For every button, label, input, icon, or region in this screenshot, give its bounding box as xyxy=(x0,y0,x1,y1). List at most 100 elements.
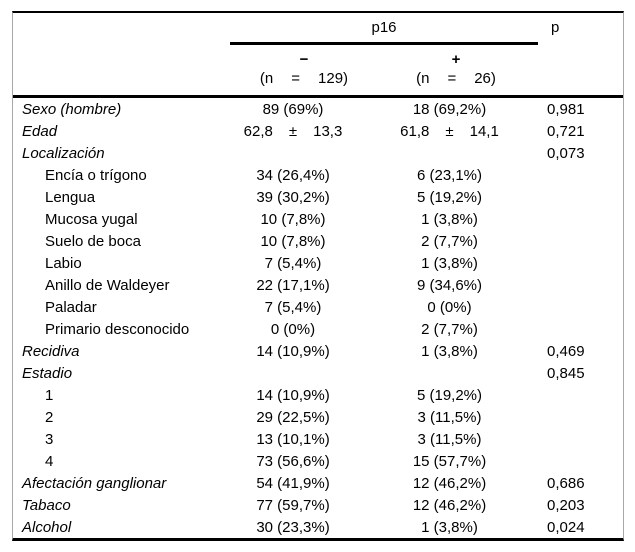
table-row: Labio 7 (5,4%) 1 (3,8%) xyxy=(13,252,623,274)
cell-p16-negative: 54 (41,9%) xyxy=(256,474,330,492)
cell-p16-positive: 3 (11,5%) xyxy=(417,430,482,448)
table-row: Mucosa yugal 10 (7,8%) 1 (3,8%) xyxy=(13,208,623,230)
cell-p16-positive: 1 (3,8%) xyxy=(421,210,478,228)
equals-sign: = xyxy=(291,70,301,87)
value-part: 14,1 xyxy=(469,122,499,140)
row-label: Afectación ganglionar xyxy=(22,474,167,492)
cell-p16-positive: 61,8 ±14,1 xyxy=(359,123,540,140)
cell-p16-negative: 13 (10,1%) xyxy=(256,430,330,448)
row-label: Suelo de boca xyxy=(45,232,141,250)
row-label: 4 xyxy=(45,452,54,470)
column-group-label-p16: p16 xyxy=(371,19,397,36)
row-label: Encía o trígono xyxy=(45,166,147,184)
table-row: Suelo de boca 10 (7,8%) 2 (7,7%) xyxy=(13,230,623,252)
table-row: Lengua 39 (30,2%) 5 (19,2%) xyxy=(13,186,623,208)
table-row: Alcohol 30 (23,3%) 1 (3,8%) 0,024 xyxy=(13,516,623,538)
cell-p-value: 0,721 xyxy=(547,122,585,140)
cell-p16-negative: 14 (10,9%) xyxy=(256,386,330,404)
row-label: Primario desconocido xyxy=(45,320,190,338)
n-prefix: (n xyxy=(416,70,430,87)
cell-p16-positive: 1 (3,8%) xyxy=(421,518,478,536)
equals-sign: = xyxy=(447,70,457,87)
cell-p16-negative: 62,8 ±13,3 xyxy=(227,123,359,140)
table-row: Localización 0,073 xyxy=(13,142,623,164)
plus-minus-sign: ± xyxy=(445,122,454,140)
mean-sd-value: 61,8 ±14,1 xyxy=(359,123,540,140)
cell-p-value: 0,686 xyxy=(547,474,585,492)
cell-p-value: 0,073 xyxy=(547,144,585,162)
cell-p16-positive: 1 (3,8%) xyxy=(421,254,478,272)
cell-p16-negative: 30 (23,3%) xyxy=(256,518,330,536)
table-row: 1 14 (10,9%) 5 (19,2%) xyxy=(13,384,623,406)
row-label: Estadio xyxy=(22,364,73,382)
table-row: Sexo (hombre) 89 (69%) 18 (69,2%) 0,981 xyxy=(13,98,623,120)
cell-p-value: 0,981 xyxy=(547,100,585,118)
p16-group-underline xyxy=(230,42,538,45)
cell-p16-positive: 9 (34,6%) xyxy=(416,276,483,294)
row-label: Localización xyxy=(22,144,105,162)
cell-p16-negative: 73 (56,6%) xyxy=(256,452,330,470)
cell-p-value: 0,024 xyxy=(547,518,585,536)
cell-p16-negative: 34 (26,4%) xyxy=(256,166,330,184)
cell-p-value: 0,845 xyxy=(547,364,585,382)
row-label: Mucosa yugal xyxy=(45,210,138,228)
table-header: p16 p − + (n = 129) (n = 26) xyxy=(13,13,623,98)
cell-p-value: 0,469 xyxy=(547,342,585,360)
cell-p-value: 0,203 xyxy=(547,496,585,514)
cell-p16-negative: 10 (7,8%) xyxy=(260,232,326,250)
cell-p16-positive: 12 (46,2%) xyxy=(412,474,487,492)
cell-p16-negative: 77 (59,7%) xyxy=(256,496,330,514)
statistics-table: p16 p − + (n = 129) (n = 26) Sexo (hombr… xyxy=(12,11,624,541)
cell-p16-positive: 15 (57,7%) xyxy=(412,452,487,470)
table-row: Anillo de Waldeyer 22 (17,1%) 9 (34,6%) xyxy=(13,274,623,296)
cell-p16-negative: 29 (22,5%) xyxy=(256,408,330,426)
value-part: 13,3 xyxy=(313,122,343,140)
row-label: Paladar xyxy=(45,298,97,316)
table-row: Encía o trígono 34 (26,4%) 6 (23,1%) xyxy=(13,164,623,186)
row-label: Anillo de Waldeyer xyxy=(45,276,170,294)
row-label: Recidiva xyxy=(22,342,80,360)
row-label: 2 xyxy=(45,408,54,426)
table-row: 2 29 (22,5%) 3 (11,5%) xyxy=(13,406,623,428)
table-row: Estadio 0,845 xyxy=(13,362,623,384)
cell-p16-positive: 0 (0%) xyxy=(427,298,472,316)
n-count: 26) xyxy=(474,70,496,87)
table-row: Tabaco 77 (59,7%) 12 (46,2%) 0,203 xyxy=(13,494,623,516)
cell-p16-positive: 6 (23,1%) xyxy=(416,166,483,184)
table-row: Afectación ganglionar 54 (41,9%) 12 (46,2%… xyxy=(13,472,623,494)
row-label: 1 xyxy=(45,386,54,404)
cell-p16-negative: 7 (5,4%) xyxy=(264,298,322,316)
column-header-negative-n: (n = 129) xyxy=(219,70,389,87)
row-label: Alcohol xyxy=(22,518,72,536)
cell-p16-positive: 2 (7,7%) xyxy=(421,320,478,338)
table-row: 3 13 (10,1%) 3 (11,5%) xyxy=(13,428,623,450)
row-label: Tabaco xyxy=(22,496,71,514)
cell-p16-positive: 2 (7,7%) xyxy=(421,232,478,250)
n-count: 129) xyxy=(318,70,349,87)
n-prefix: (n xyxy=(259,70,274,87)
cell-p16-negative: 39 (30,2%) xyxy=(256,188,330,206)
column-header-p: p xyxy=(551,19,560,36)
row-label: Edad xyxy=(22,122,58,140)
cell-p16-negative: 89 (69%) xyxy=(262,100,324,118)
column-header-positive-n: (n = 26) xyxy=(366,70,546,87)
table-row: Paladar 7 (5,4%) 0 (0%) xyxy=(13,296,623,318)
value-part: 62,8 xyxy=(243,122,273,140)
column-header-positive-sign: + xyxy=(451,51,461,68)
mean-sd-value: 62,8 ±13,3 xyxy=(227,123,359,140)
cell-p16-negative: 10 (7,8%) xyxy=(260,210,326,228)
table-row: 4 73 (56,6%) 15 (57,7%) xyxy=(13,450,623,472)
row-label: 3 xyxy=(45,430,54,448)
row-label: Labio xyxy=(45,254,82,272)
cell-p16-positive: 5 (19,2%) xyxy=(416,188,483,206)
cell-p16-positive: 3 (11,5%) xyxy=(417,408,482,426)
value-part: 61,8 xyxy=(400,122,430,140)
table-body: Sexo (hombre) 89 (69%) 18 (69,2%) 0,981 Edad… xyxy=(13,98,623,538)
row-label: Lengua xyxy=(45,188,96,206)
cell-p16-negative: 7 (5,4%) xyxy=(264,254,322,272)
plus-minus-sign: ± xyxy=(288,122,298,140)
column-header-negative-sign: − xyxy=(299,51,309,68)
table-row: Recidiva 14 (10,9%) 1 (3,8%) 0,469 xyxy=(13,340,623,362)
cell-p16-positive: 18 (69,2%) xyxy=(412,100,487,118)
